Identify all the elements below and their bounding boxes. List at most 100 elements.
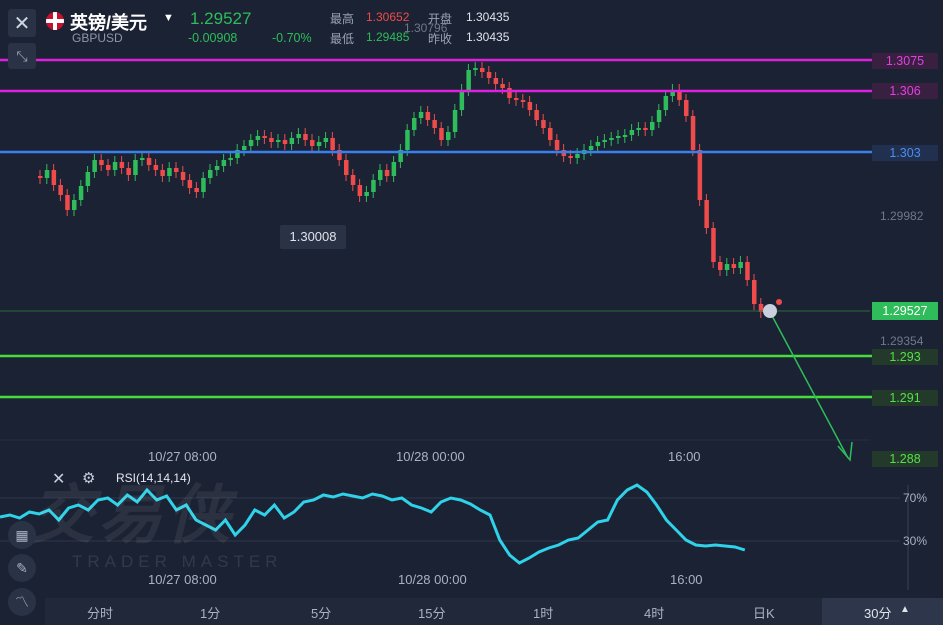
candle-body [704,200,709,228]
candle-body [412,118,417,130]
candle-body [65,195,70,210]
watermark-text: TRADER MASTER [72,552,283,571]
candle-body [534,110,539,120]
candle-body [690,116,696,150]
indicator-icon[interactable]: 〽 [8,588,36,616]
timeframe-1m[interactable]: 1分 [200,606,221,621]
candle-body [276,140,281,142]
level-tag-2[interactable]: 1.306 [872,83,938,99]
candle-body [133,160,138,175]
candle-body [405,130,410,150]
candle-body [663,96,669,110]
time-label-1: 10/27 08:00 [148,449,217,464]
candle-body [160,170,165,176]
close-icon[interactable]: ✕ [8,9,36,37]
candle-body [106,165,111,170]
symbol-code: GBPUSD [72,31,123,45]
min-marker-label: 1.30008 [280,225,346,249]
candle-body [514,98,519,100]
candle-body [548,128,553,140]
candle-body [330,138,335,150]
rsi-time-label-2: 10/28 00:00 [398,572,467,587]
candle-body [214,166,220,170]
candle-body [480,68,485,72]
candle-body [38,176,43,178]
candle-body [310,140,315,146]
timeframe-tick[interactable]: 分时 [87,606,114,621]
candle-body [636,128,641,130]
candle-body [92,160,97,172]
candle-body [201,178,206,192]
candle-body [493,78,499,84]
chevron-down-icon[interactable]: ▼ [163,12,174,24]
candle-body [473,68,478,70]
rsi-level-30: 30% [903,534,928,548]
symbol-name[interactable]: 英镑/美元 [70,13,148,33]
candle-body [350,175,356,185]
candlestick-series [38,62,764,318]
candle-body [262,136,267,138]
candle-body [554,140,560,150]
candle-body [609,138,614,140]
candle-body [643,128,648,130]
level-tag-5[interactable]: 1.291 [872,390,938,406]
candle-body [85,172,91,186]
alert-dot [776,299,782,305]
candle-body [180,172,186,180]
candle-body [466,70,471,90]
candle-body [486,72,492,78]
candle-body [248,140,254,146]
timeframe-1h[interactable]: 1时 [533,606,554,621]
axis-label-mid: 1.29982 [880,209,924,223]
candle-body [378,170,383,180]
candle-body [588,146,594,150]
candle-body [718,262,723,270]
timeframe-day[interactable]: 日K [753,606,775,621]
expand-icon[interactable]: ⤡ [8,43,36,69]
candle-body [731,264,737,268]
level-tag-3[interactable]: 1.303 [872,145,938,161]
level-tag-1[interactable]: 1.3075 [872,53,938,69]
candle-body [303,134,308,140]
high-label: 最高 [330,12,355,26]
open-value: 1.30435 [466,10,510,24]
level-tag-6[interactable]: 1.288 [872,451,938,467]
level-tag-4[interactable]: 1.293 [872,349,938,365]
timeframe-15m[interactable]: 15分 [418,606,446,621]
candle-body [44,170,50,178]
header-bar: ✕ 英镑/美元 ▼ GBPUSD 1.29527 -0.00908 -0.70%… [0,0,943,52]
timeframe-4h[interactable]: 4时 [644,606,665,621]
settings-icon[interactable]: ⚙ [82,470,96,487]
candle-body [527,102,533,110]
candle-body [439,128,444,140]
candle-body [337,150,342,160]
axis-label-low: 1.29354 [880,334,924,348]
candle-body [650,122,655,130]
candle-body [282,140,288,144]
candle-body [323,138,329,142]
info-icon [763,304,777,318]
timeframe-selected-label: 30分 [864,606,892,621]
candle-body [711,228,716,262]
candle-body [235,150,240,158]
candle-body [364,192,369,196]
timeframe-selected[interactable]: 30分 ▲ [822,598,943,625]
candle-body [425,112,431,120]
candle-body [255,136,261,140]
close-indicator-icon[interactable]: ✕ [52,471,66,488]
rsi-level-70: 70% [903,491,928,505]
layout-icon[interactable]: ▦ [8,521,36,549]
timeframe-5m[interactable]: 5分 [311,606,332,621]
candle-body [507,88,512,98]
candle-body [167,168,172,176]
candle-body [452,110,458,132]
time-label-3: 16:00 [668,449,701,464]
candle-body [140,158,145,160]
timeframe-bar [45,598,943,625]
candle-body [119,162,125,168]
draw-pen-icon[interactable]: ✎ [8,554,36,582]
candle-body [697,150,703,200]
candle-body [78,186,84,200]
